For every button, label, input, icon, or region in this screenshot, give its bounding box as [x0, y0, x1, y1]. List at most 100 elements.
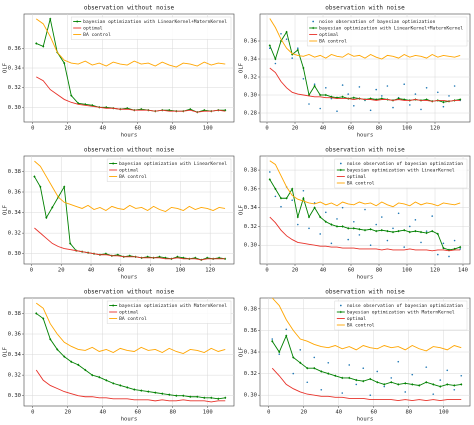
series-line [269, 18, 461, 60]
y-axis-label: OLF [3, 63, 9, 73]
series-line [271, 297, 462, 352]
noise-point [330, 242, 333, 245]
x-tick-label: 20 [292, 268, 299, 274]
x-tick-label: 40 [320, 268, 327, 274]
series-marker [383, 383, 386, 386]
series-marker [299, 361, 302, 365]
noise-point [453, 389, 456, 391]
y-tick-label: 0.38 [244, 168, 257, 174]
series-marker [274, 57, 277, 61]
legend-swatch [112, 162, 115, 165]
legend-label: bayesian optimization with LinearKernel+… [83, 19, 227, 25]
x-tick-label: 60 [348, 268, 355, 274]
noise-point [397, 212, 400, 215]
noise-point [425, 230, 428, 232]
y-tick-label: 0.38 [8, 169, 21, 175]
noise-point [403, 246, 406, 248]
series-marker [341, 225, 344, 228]
noise-point [269, 47, 271, 49]
noise-point [404, 391, 407, 393]
noise-point [319, 107, 322, 110]
y-tick-label: 0.28 [244, 111, 257, 117]
series-marker [453, 384, 456, 387]
x-tick-label: 120 [205, 268, 215, 274]
series-marker [84, 103, 87, 106]
x-axis-label: hours [357, 417, 374, 423]
y-axis-label: OLF [239, 205, 245, 215]
series-marker [196, 395, 199, 399]
series-marker [313, 366, 316, 370]
legend-label: optimal [319, 32, 339, 38]
series-marker [375, 229, 378, 233]
legend: bayesian optimization with LinearKernel+… [70, 16, 232, 40]
x-tick-label: 40 [335, 410, 342, 416]
legend-swatch [339, 168, 342, 172]
legend-box [306, 16, 468, 47]
series-marker [369, 377, 372, 381]
legend-box [70, 16, 232, 40]
noise-point [369, 109, 372, 112]
noise-point [446, 369, 449, 372]
x-tick-label: 100 [439, 410, 449, 416]
series-marker [442, 246, 445, 250]
series-line [36, 76, 226, 113]
series-marker [175, 394, 178, 398]
chart-panel: observation with noise 0.30 0.32 0.34 0.36 0.… [239, 147, 471, 281]
series-marker [324, 93, 327, 97]
series-line [34, 227, 226, 261]
legend-swatch [76, 20, 79, 23]
x-tick-label: 80 [169, 126, 176, 132]
series-marker [425, 380, 428, 384]
noise-point [381, 95, 383, 97]
series-marker [459, 245, 462, 249]
x-tick-label: 80 [376, 126, 383, 132]
series-marker [453, 247, 456, 251]
legend-swatch [339, 310, 342, 314]
series-marker [224, 396, 227, 400]
y-tick-label: 0.32 [244, 224, 257, 230]
noise-point [285, 328, 288, 331]
series-marker [334, 374, 337, 378]
noise-point [308, 227, 310, 230]
noise-point [425, 366, 428, 368]
y-tick-label: 0.30 [8, 105, 21, 111]
noise-point [453, 239, 456, 242]
noise-point [280, 205, 282, 208]
chart-panel: observation with noise 0.30 0.32 0.34 0.36 0.… [239, 289, 471, 423]
series-marker [296, 48, 299, 52]
noise-point [437, 253, 439, 256]
legend-label: optimal [347, 174, 367, 180]
series-marker [292, 356, 295, 359]
series-marker [414, 229, 417, 233]
x-tick-label: 0 [31, 126, 34, 132]
series-marker [432, 383, 435, 386]
x-tick-label: 100 [175, 268, 185, 274]
noise-point [392, 227, 394, 230]
noise-point [397, 360, 400, 363]
noise-point [375, 223, 378, 226]
x-tick-label: 100 [402, 126, 412, 132]
noise-point [432, 393, 435, 395]
series-marker [306, 366, 309, 370]
x-tick-label: 80 [169, 410, 176, 416]
legend-label: noise observation of bayesian optimizati… [347, 303, 463, 309]
y-tick-label: 0.34 [244, 350, 258, 356]
legend: noise observation of bayesian optimizati… [334, 158, 468, 189]
x-tick-label: 40 [320, 126, 327, 132]
x-tick-label: 60 [134, 126, 141, 132]
legend-swatch [339, 162, 342, 165]
series-marker [319, 93, 322, 97]
x-tick-label: 120 [430, 268, 440, 274]
y-tick-label: 0.32 [8, 85, 21, 91]
series-marker [271, 339, 274, 343]
y-tick-label: 0.32 [244, 75, 257, 81]
legend-label: bayesian optimization with LinearKernel [347, 168, 455, 174]
x-tick-label: 60 [134, 410, 141, 416]
legend-label: BA control [347, 323, 375, 329]
series-line [34, 160, 226, 213]
noise-point [386, 85, 389, 87]
series-marker [446, 383, 449, 386]
noise-point [439, 379, 442, 381]
series-line [35, 313, 226, 400]
chart-title: observation with noise [325, 5, 405, 12]
